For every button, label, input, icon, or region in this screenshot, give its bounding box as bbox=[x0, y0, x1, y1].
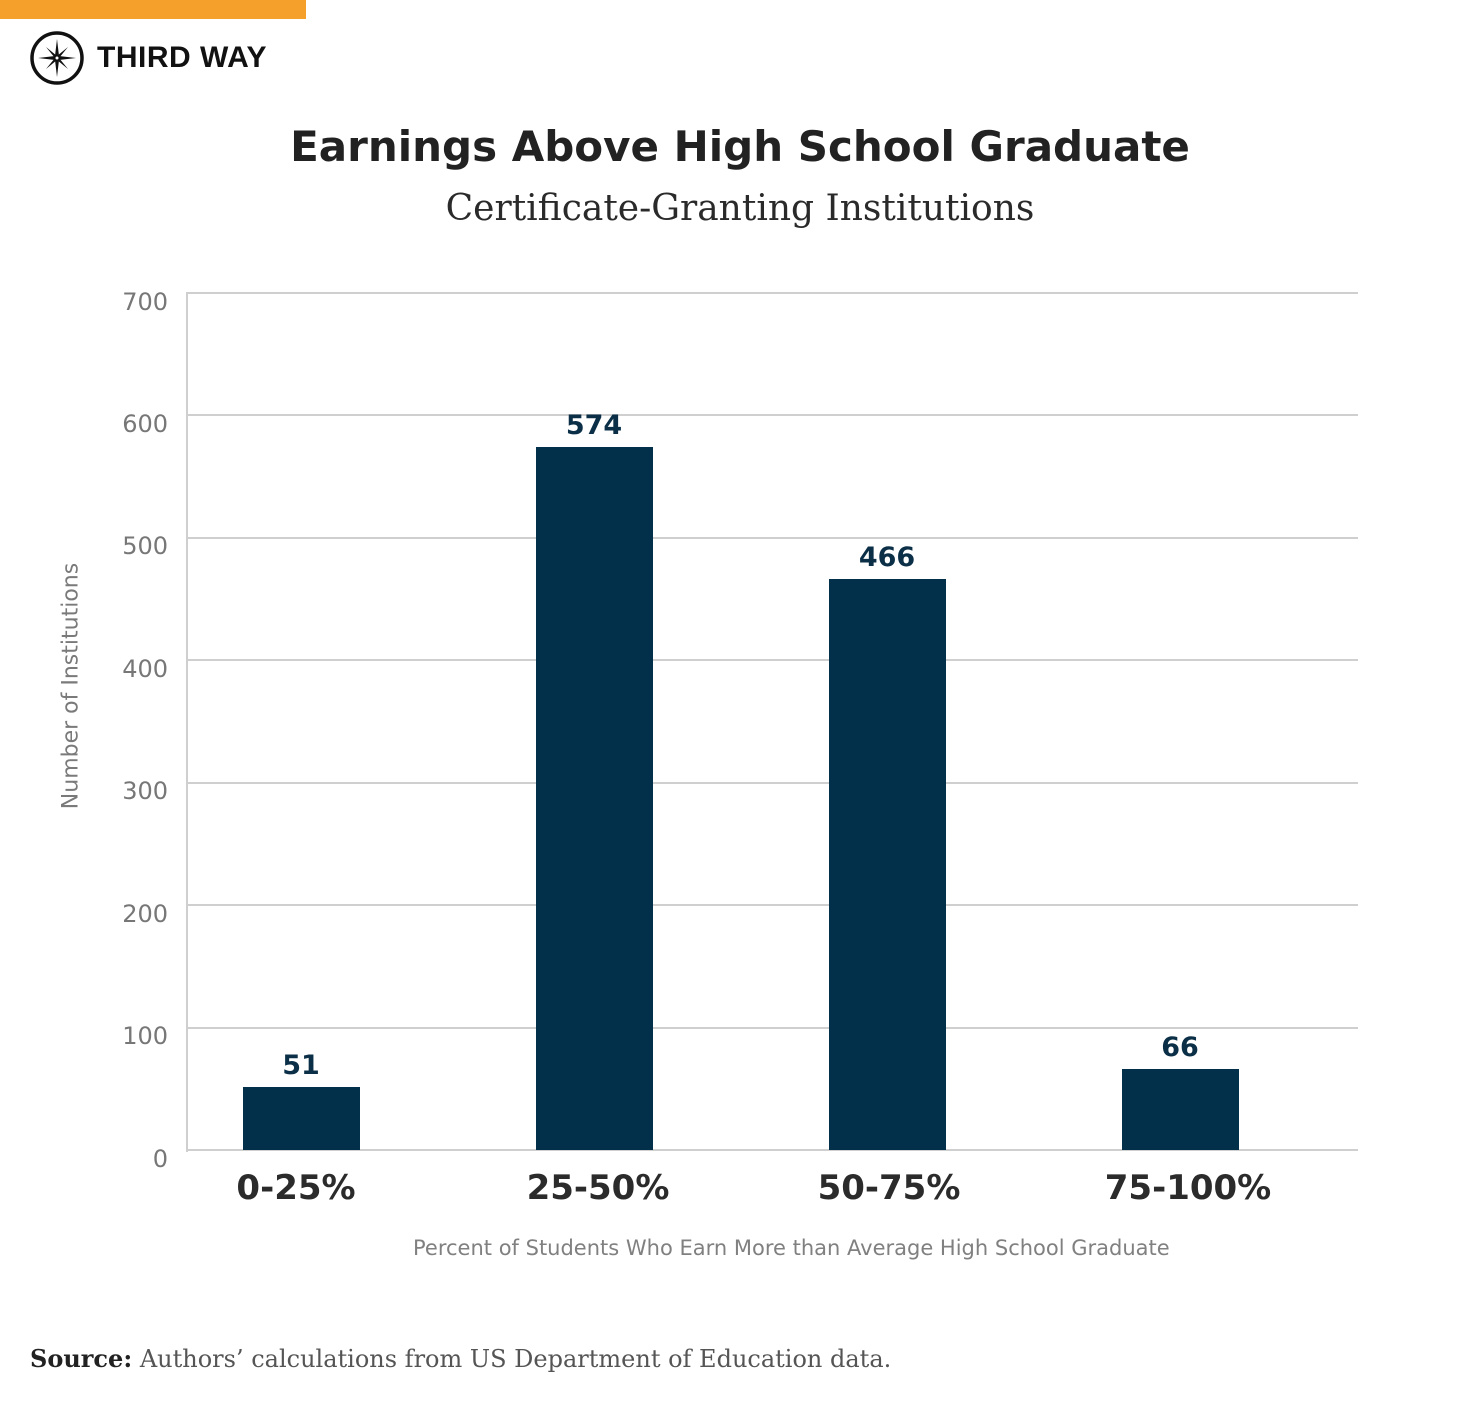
compass-star-icon bbox=[30, 31, 84, 85]
x-axis-label: Percent of Students Who Earn More than A… bbox=[413, 1236, 1170, 1260]
gridline-400 bbox=[186, 659, 1358, 661]
y-tick: 200 bbox=[122, 900, 168, 928]
y-axis-line bbox=[186, 292, 188, 1152]
brand-accent-bar bbox=[0, 0, 306, 19]
y-tick: 0 bbox=[152, 1145, 168, 1173]
brand-name: THIRD WAY bbox=[97, 41, 268, 74]
y-tick: 400 bbox=[122, 655, 168, 683]
bar-value-label: 466 bbox=[858, 542, 916, 573]
bar-value-label: 51 bbox=[282, 1050, 320, 1081]
y-tick: 300 bbox=[122, 777, 168, 805]
chart-subtitle: Certificate-Granting Institutions bbox=[445, 188, 1035, 229]
bar-75-100 bbox=[1122, 1069, 1239, 1150]
gridline-500 bbox=[186, 537, 1358, 539]
x-tick: 75-100% bbox=[1104, 1168, 1272, 1208]
y-tick: 100 bbox=[122, 1022, 168, 1050]
gridline-100 bbox=[186, 1027, 1358, 1029]
y-axis-label: Number of Institutions bbox=[58, 562, 84, 810]
x-tick: 0-25% bbox=[236, 1168, 356, 1208]
source-text: Authors’ calculations from US Department… bbox=[132, 1345, 892, 1373]
source-note: Source: Authors’ calculations from US De… bbox=[30, 1344, 891, 1373]
x-tick: 25-50% bbox=[526, 1168, 670, 1208]
bar-value-label: 574 bbox=[565, 410, 623, 441]
x-axis-baseline bbox=[186, 1149, 1358, 1151]
bar-50-75 bbox=[829, 579, 946, 1150]
gridline-300 bbox=[186, 782, 1358, 784]
bar-value-label: 66 bbox=[1161, 1032, 1199, 1063]
brand-logo: THIRD WAY bbox=[29, 30, 267, 86]
y-tick: 700 bbox=[122, 288, 168, 316]
bar-25-50 bbox=[536, 447, 653, 1150]
gridline-700 bbox=[186, 292, 1358, 294]
x-tick: 50-75% bbox=[817, 1168, 961, 1208]
bar-0-25 bbox=[243, 1087, 360, 1150]
gridline-600 bbox=[186, 414, 1358, 416]
source-label: Source: bbox=[30, 1344, 133, 1373]
plot-area bbox=[186, 292, 1358, 1151]
gridline-200 bbox=[186, 904, 1358, 906]
y-tick: 600 bbox=[122, 410, 168, 438]
y-tick: 500 bbox=[122, 532, 168, 560]
chart-title: Earnings Above High School Graduate bbox=[290, 122, 1190, 171]
